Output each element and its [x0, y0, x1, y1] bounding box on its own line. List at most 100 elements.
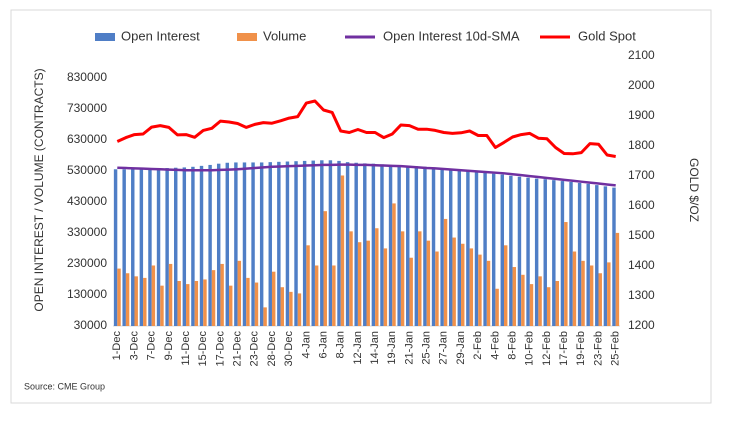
x-tick-label: 6-Jan — [317, 331, 329, 359]
bar — [242, 162, 247, 326]
y2-tick-label: 1300 — [628, 288, 655, 302]
y2-tick-label: 1400 — [628, 258, 655, 272]
y2-tick-label: 1800 — [628, 138, 655, 152]
source: Source: CME Group — [24, 381, 105, 391]
x-tick-label: 12-Jan — [352, 331, 364, 365]
bar — [165, 168, 169, 326]
bar — [280, 287, 285, 326]
bar — [400, 231, 405, 326]
y2-tick-label: 1200 — [628, 318, 655, 332]
bar — [474, 171, 479, 326]
bar — [491, 173, 496, 326]
bar — [569, 182, 573, 326]
bar — [383, 248, 388, 326]
x-tick-label: 23-Feb — [592, 331, 604, 366]
bar — [500, 174, 504, 326]
bar — [134, 276, 138, 326]
bar — [560, 181, 565, 326]
bar — [151, 265, 156, 326]
x-tick-label: 9-Dec — [163, 331, 175, 361]
x-tick-label: 4-Feb — [489, 331, 501, 360]
bar — [529, 284, 534, 326]
bar — [466, 170, 470, 326]
bar — [546, 287, 551, 326]
bar — [349, 231, 353, 326]
bar — [363, 163, 367, 326]
bar — [332, 265, 336, 326]
bar — [564, 222, 568, 326]
bar — [371, 163, 376, 326]
bar — [414, 166, 419, 326]
bar — [577, 182, 582, 326]
bar — [375, 228, 379, 326]
x-tick-label: 17-Dec — [214, 331, 226, 367]
bar — [426, 240, 431, 326]
bar — [345, 162, 350, 326]
x-tick-label: 7-Dec — [146, 331, 158, 361]
bar — [251, 162, 255, 326]
x-tick-label: 8-Feb — [506, 331, 518, 360]
bar — [452, 237, 456, 326]
y-tick-label: 430000 — [67, 194, 107, 208]
bar — [612, 187, 616, 326]
y-tick-label: 730000 — [67, 101, 107, 115]
bar — [297, 293, 302, 326]
bar — [277, 161, 281, 326]
bar — [191, 166, 195, 326]
bar — [448, 169, 453, 326]
bar — [323, 211, 327, 326]
bar — [538, 276, 542, 326]
bar — [392, 203, 396, 326]
line-series — [117, 163, 616, 187]
bar — [125, 273, 130, 326]
bar — [503, 245, 508, 326]
legend-swatch — [237, 33, 257, 41]
bar — [521, 274, 525, 326]
bar — [440, 168, 444, 326]
legend-label: Volume — [263, 28, 306, 43]
bar — [409, 257, 413, 326]
y2-tick-label: 1600 — [628, 198, 655, 212]
x-tick-label: 4-Jan — [300, 331, 312, 359]
bar — [431, 167, 436, 326]
x-tick-label: 15-Dec — [197, 331, 209, 367]
y-tick-label: 830000 — [67, 70, 107, 84]
bar — [203, 279, 207, 326]
x-tick-label: 21-Jan — [403, 331, 415, 365]
bar — [216, 163, 221, 326]
y-tick-label: 630000 — [67, 132, 107, 146]
bar — [229, 285, 233, 326]
x-tick-label: 28-Dec — [266, 331, 278, 367]
x-tick-label: 10-Feb — [524, 331, 536, 366]
x-tick-label: 1-Dec — [111, 331, 123, 361]
bar — [160, 285, 164, 326]
bar — [289, 291, 293, 326]
x-tick-label: 3-Dec — [128, 331, 140, 361]
bar — [328, 160, 333, 326]
bar — [595, 185, 599, 326]
bar — [469, 248, 474, 326]
bar — [380, 164, 384, 326]
bar — [259, 162, 264, 326]
bar — [483, 172, 487, 326]
bar — [113, 169, 118, 326]
x-tick-label: 19-Feb — [575, 331, 587, 366]
x-tick-label: 8-Jan — [335, 331, 347, 359]
bar — [555, 281, 559, 326]
legend-label: Open Interest — [121, 28, 200, 43]
x-tick-label: 25-Jan — [421, 331, 433, 365]
bar — [271, 271, 276, 326]
bar — [122, 169, 126, 326]
bar — [366, 240, 370, 326]
bar — [148, 168, 152, 326]
y2-axis-title: GOLD $/OZ — [687, 158, 701, 222]
bar — [337, 160, 341, 326]
line-series — [116, 99, 616, 158]
bar — [615, 232, 620, 326]
bar — [177, 281, 181, 326]
bar — [174, 167, 178, 326]
bar — [581, 260, 585, 326]
y-axis-title: OPEN INTEREST / VOLUME (CONTRACTS) — [32, 68, 46, 311]
y2-tick-label: 1500 — [628, 228, 655, 242]
x-tick-label: 2-Feb — [472, 331, 484, 360]
